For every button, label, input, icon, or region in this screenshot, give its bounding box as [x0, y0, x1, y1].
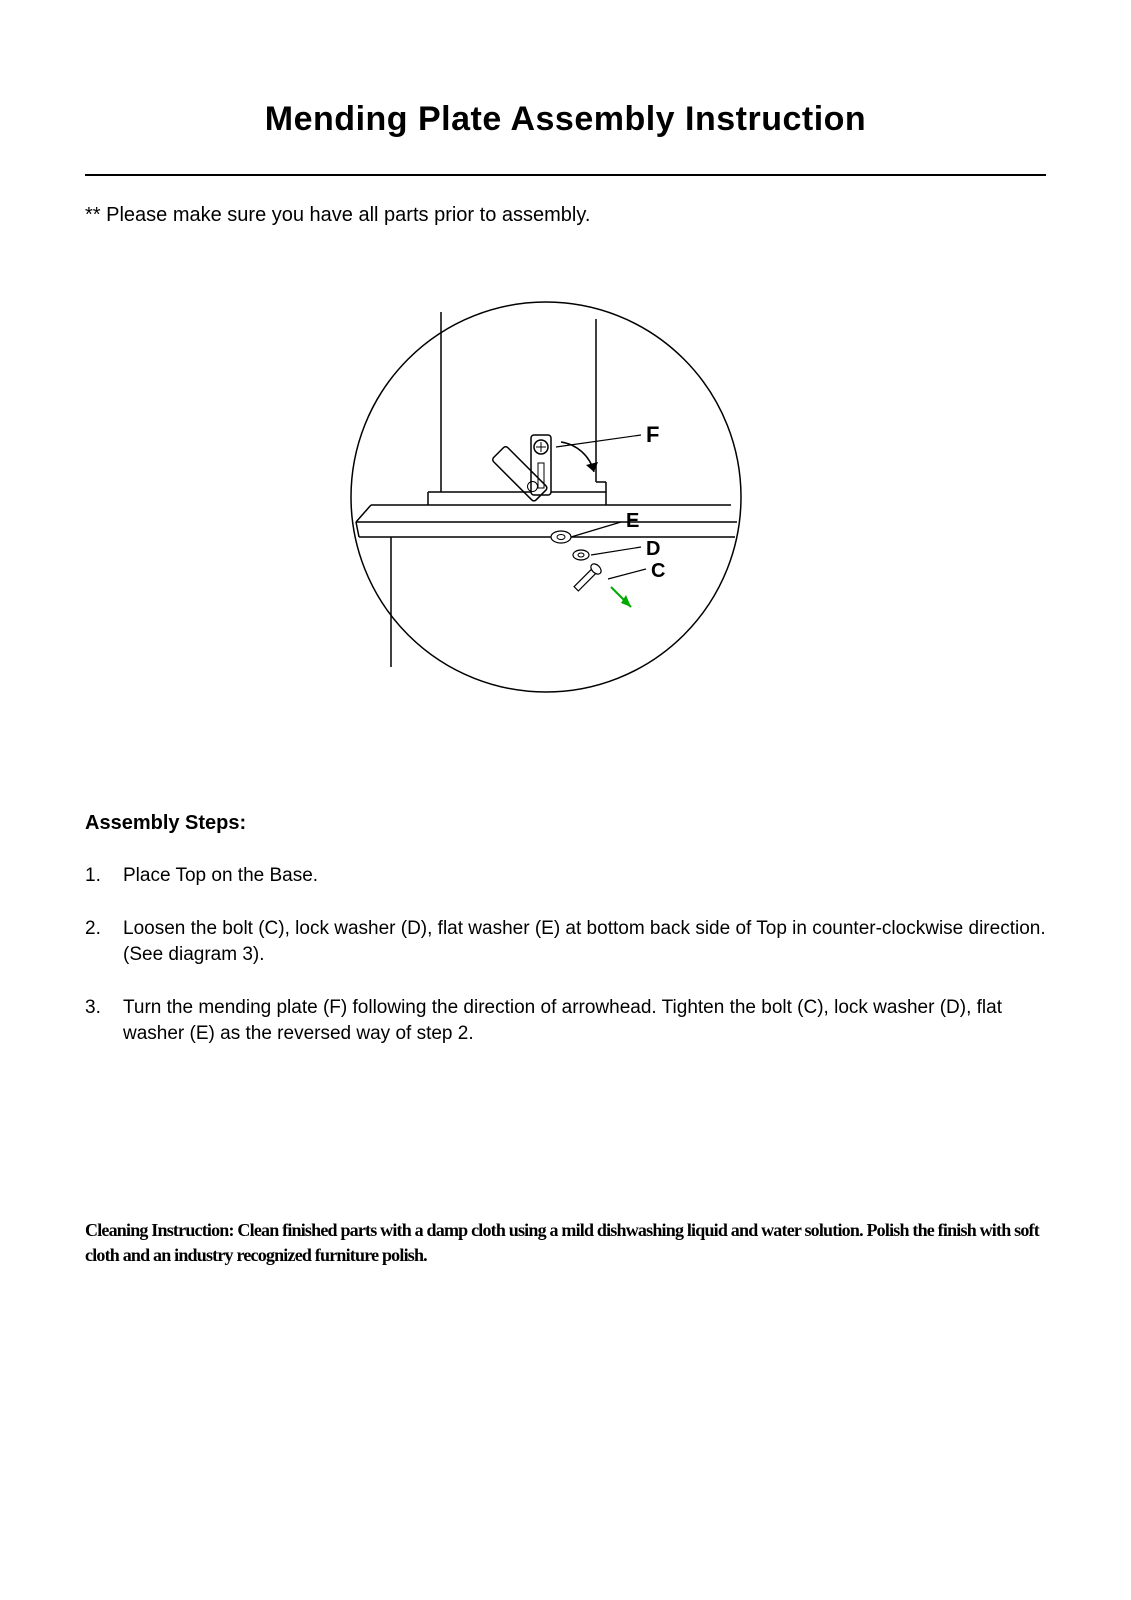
assembly-diagram: F E D C [346, 287, 786, 707]
diagram-label-d: D [646, 538, 660, 560]
step-item: Loosen the bolt (C), lock washer (D), fl… [85, 916, 1046, 969]
title-divider [85, 174, 1046, 176]
diagram-label-f: F [646, 422, 659, 447]
step-item: Turn the mending plate (F) following the… [85, 995, 1046, 1048]
step-item: Place Top on the Base. [85, 863, 1046, 890]
cleaning-instruction: Cleaning Instruction: Clean finished par… [85, 1218, 1046, 1268]
diagram-label-c: C [651, 560, 665, 582]
diagram-label-e: E [626, 510, 639, 532]
page-title: Mending Plate Assembly Instruction [85, 100, 1046, 139]
steps-heading: Assembly Steps: [85, 812, 1046, 835]
steps-list: Place Top on the Base. Loosen the bolt (… [85, 863, 1046, 1048]
diagram-container: F E D C [85, 287, 1046, 712]
assembly-note: ** Please make sure you have all parts p… [85, 204, 1046, 227]
cleaning-label: Cleaning Instruction: [85, 1220, 234, 1240]
